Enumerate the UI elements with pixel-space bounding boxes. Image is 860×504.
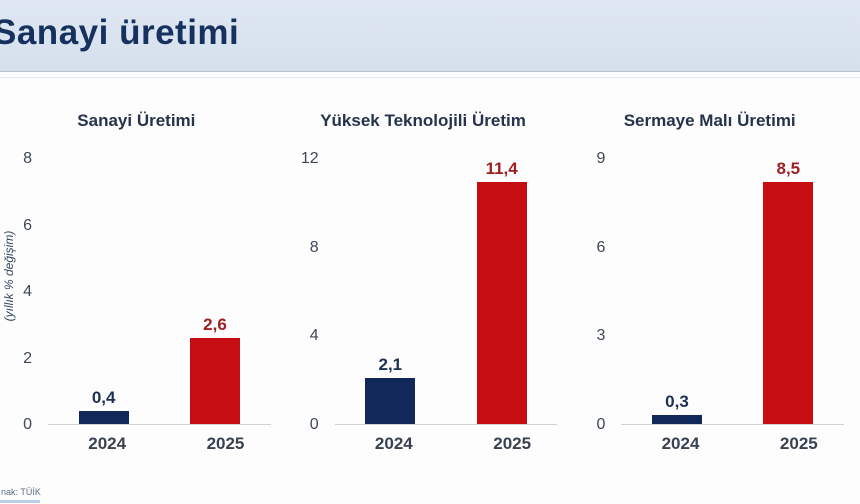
y-tick: 12 <box>300 150 319 167</box>
y-tick: 4 <box>23 283 32 300</box>
bar <box>476 182 527 424</box>
bar-slot: 8,5 <box>763 159 814 424</box>
bar-slot: 2,1 <box>365 159 416 424</box>
x-axis: 2024 2025 <box>48 434 285 454</box>
bar <box>652 415 702 424</box>
x-tick-label: 2025 <box>493 434 532 453</box>
chart-title: Yüksek Teknolojili Üretim <box>320 111 526 130</box>
y-tick: 9 <box>596 150 606 167</box>
plot-area: 9 6 3 0 0,3 8,5 <box>573 150 846 433</box>
bar-value-label: 0,3 <box>665 392 689 412</box>
source-note: nak: TÜİK <box>1 487 41 497</box>
bar <box>78 410 129 424</box>
y-tick: 0 <box>309 416 319 433</box>
y-axis-title: (yıllık % değişim) <box>2 230 16 322</box>
y-axis: 12 8 4 0 <box>287 150 331 433</box>
x-tick-label: 2025 <box>206 434 245 453</box>
x-axis: 2024 2025 <box>621 434 858 454</box>
chart-panel-yuksek-teknolojili-uretim: Yüksek Teknolojili Üretim 12 8 4 0 2,1 1… <box>287 111 574 453</box>
chart-title: Sanayi Üretimi <box>77 111 196 130</box>
plot-area: 8 6 4 2 0 0,4 2,6 <box>0 150 273 433</box>
bar-value-label: 2,1 <box>378 354 403 374</box>
y-axis: 9 6 3 0 <box>573 150 617 433</box>
x-tick-label: 2024 <box>661 434 700 453</box>
bar-slot: 0,3 <box>652 159 702 424</box>
bar-slot: 2,6 <box>189 159 240 424</box>
source-underline <box>0 500 40 503</box>
x-tick-label: 2025 <box>779 434 818 453</box>
x-tick-label: 2024 <box>88 434 127 453</box>
bar-slot: 11,4 <box>476 159 527 424</box>
plot-area: 12 8 4 0 2,1 11,4 <box>287 150 560 433</box>
x-tick-label: 2024 <box>374 434 413 453</box>
y-tick: 0 <box>596 416 606 433</box>
y-axis: 8 6 4 2 0 <box>0 150 44 433</box>
y-tick: 8 <box>23 150 32 167</box>
bar-slot: 0,4 <box>78 159 129 424</box>
chart-panel-sermaye-mali-uretimi: Sermaye Malı Üretimi 9 6 3 0 0,3 8,5 <box>573 111 860 453</box>
charts-row: Sanayi Üretimi 8 6 4 2 0 0,4 2,6 <box>0 111 860 453</box>
bar <box>365 377 416 424</box>
bar <box>189 337 240 424</box>
bars-area: 0,4 2,6 <box>48 159 271 425</box>
x-axis: 2024 2025 <box>335 434 572 454</box>
bar-value-label: 11,4 <box>485 159 518 178</box>
y-tick: 8 <box>309 238 319 256</box>
y-tick: 3 <box>596 327 606 345</box>
y-tick: 0 <box>23 416 32 433</box>
page-header: Sanayi üretimi <box>0 0 860 78</box>
y-tick: 2 <box>23 349 32 367</box>
bar-value-label: 8,5 <box>776 159 801 178</box>
bar <box>763 182 814 424</box>
chart-panel-sanayi-uretimi: Sanayi Üretimi 8 6 4 2 0 0,4 2,6 <box>0 111 287 453</box>
chart-title: Sermaye Malı Üretimi <box>623 111 796 130</box>
bars-area: 0,3 8,5 <box>621 159 845 425</box>
bars-area: 2,1 11,4 <box>334 159 558 425</box>
y-tick: 6 <box>23 216 32 234</box>
page-title: Sanayi üretimi <box>0 13 240 52</box>
y-tick: 4 <box>309 327 319 345</box>
bar-value-label: 0,4 <box>91 387 116 407</box>
y-tick: 6 <box>596 238 606 256</box>
bar-value-label: 2,6 <box>203 314 227 334</box>
